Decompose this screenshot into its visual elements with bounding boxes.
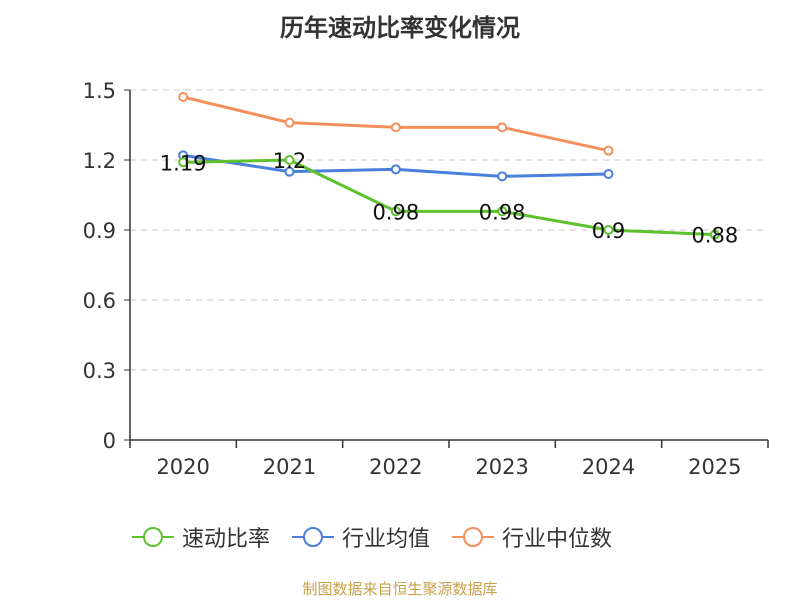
source-note: 制图数据来自恒生聚源数据库 bbox=[302, 580, 498, 598]
data-label: 0.88 bbox=[691, 224, 738, 248]
y-tick-label: 0.6 bbox=[83, 289, 116, 313]
x-tick-label: 2020 bbox=[156, 455, 209, 479]
legend-item-industry-median[interactable]: 行业中位数 bbox=[450, 521, 612, 553]
legend-label-industry-mean: 行业均值 bbox=[342, 527, 431, 552]
data-label: 1.19 bbox=[160, 151, 207, 175]
data-point bbox=[178, 157, 189, 168]
data-point bbox=[497, 171, 508, 182]
y-tick-label: 0.9 bbox=[83, 219, 116, 243]
y-tick-label: 0.3 bbox=[83, 359, 116, 383]
data-point bbox=[603, 225, 614, 235]
data-point bbox=[603, 169, 614, 179]
data-label: 1.2 bbox=[273, 149, 306, 173]
data-point bbox=[284, 166, 295, 177]
data-point bbox=[390, 206, 401, 217]
legend-item-quick-ratio[interactable]: 速动比率 bbox=[130, 521, 270, 553]
legend-marker-industry-median bbox=[452, 527, 495, 547]
data-point bbox=[497, 122, 508, 133]
x-tick-label: 2024 bbox=[582, 455, 635, 479]
data-point bbox=[603, 145, 614, 156]
legend-label-industry-median: 行业中位数 bbox=[502, 527, 613, 552]
x-tick-label: 2025 bbox=[688, 455, 741, 479]
data-point bbox=[284, 155, 295, 165]
y-tick-label: 0 bbox=[103, 429, 116, 453]
data-point bbox=[390, 122, 401, 133]
y-tick-label: 1.2 bbox=[83, 149, 116, 173]
series-line bbox=[183, 158, 715, 237]
data-point bbox=[709, 229, 720, 240]
data-label: 0.98 bbox=[479, 200, 526, 224]
data-point bbox=[390, 164, 401, 175]
data-point bbox=[284, 117, 295, 128]
legend-marker-industry-mean bbox=[292, 527, 335, 547]
data-point bbox=[497, 206, 508, 217]
legend: 速动比率 行业均值 行业中位数 bbox=[130, 521, 632, 553]
x-tick-label: 2022 bbox=[369, 455, 422, 479]
legend-item-industry-mean[interactable]: 行业均值 bbox=[290, 521, 430, 553]
legend-marker-quick-ratio bbox=[132, 527, 174, 547]
y-tick-label: 1.5 bbox=[83, 79, 116, 103]
chart-title: 历年速动比率变化情况 bbox=[280, 14, 520, 42]
legend-label-quick-ratio: 速动比率 bbox=[182, 527, 271, 552]
data-point bbox=[178, 92, 189, 102]
x-tick-label: 2021 bbox=[263, 455, 316, 479]
x-tick-label: 2023 bbox=[475, 455, 528, 479]
data-label: 0.9 bbox=[592, 219, 625, 243]
data-label: 0.98 bbox=[372, 200, 419, 224]
